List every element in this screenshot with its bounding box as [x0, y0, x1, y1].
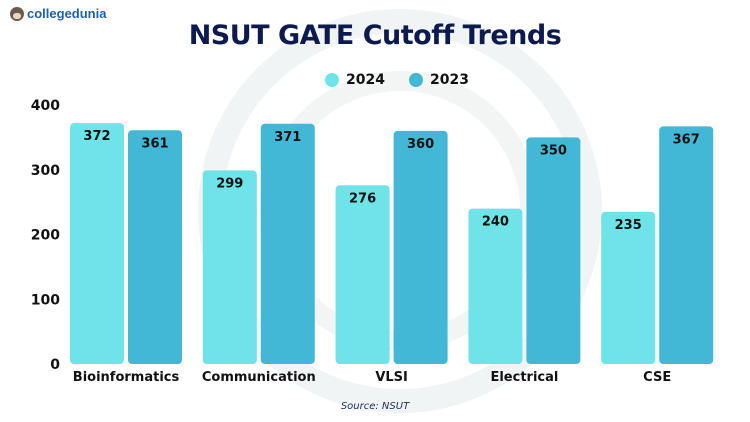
source-note: Source: NSUT [340, 401, 410, 412]
bar-2024 [70, 123, 124, 364]
bar-2024 [335, 185, 390, 364]
collegedunia-logo[interactable]: collegedunia [10, 6, 106, 21]
legend-label-2024: 2024 [346, 72, 385, 88]
x-tick-label: VLSI [375, 370, 408, 385]
bar-2023 [393, 130, 448, 364]
data-label: 361 [141, 136, 168, 151]
bar-2024 [601, 211, 656, 364]
data-label: 299 [216, 176, 243, 191]
y-tick-label: 300 [31, 163, 60, 179]
bar-2024 [468, 208, 523, 364]
legend-item-2024: 2024 [325, 72, 385, 88]
x-tick-label: CSE [643, 370, 671, 385]
data-label: 367 [673, 132, 700, 147]
mascot-icon [10, 6, 24, 21]
data-label: 371 [274, 130, 301, 145]
x-tick-label: Electrical [490, 370, 558, 385]
data-label: 360 [407, 137, 434, 152]
bar-2023 [260, 123, 315, 364]
x-tick-label: Communication [202, 370, 316, 385]
y-tick-label: 400 [31, 98, 60, 114]
data-label: 240 [482, 215, 509, 230]
legend-swatch-2023 [408, 73, 423, 87]
legend-item-2023: 2023 [408, 72, 469, 88]
bar-2023 [659, 126, 714, 365]
y-tick-label: 200 [31, 228, 60, 244]
legend-label-2023: 2023 [429, 72, 469, 88]
bar-2023 [128, 130, 182, 364]
chart-title: NSUT GATE Cutoff Trends [188, 20, 562, 51]
y-tick-label: 100 [31, 292, 60, 308]
data-label: 350 [540, 143, 567, 158]
x-tick-label: Bioinformatics [73, 370, 180, 385]
data-label: 276 [349, 191, 376, 206]
legend: 2024 2023 [325, 72, 469, 88]
data-label: 372 [83, 129, 110, 144]
legend-swatch-2024 [325, 73, 339, 87]
bar-2024 [202, 170, 257, 364]
bar-2023 [526, 137, 581, 364]
brand-name: collegedunia [27, 6, 107, 21]
y-tick-label: 0 [50, 357, 60, 373]
data-label: 235 [615, 218, 642, 233]
